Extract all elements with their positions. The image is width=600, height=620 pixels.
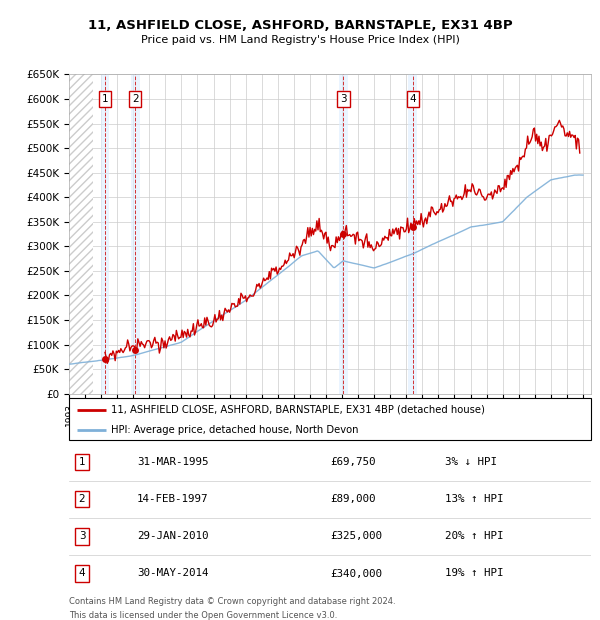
Text: 31-MAR-1995: 31-MAR-1995 [137,457,208,467]
Text: 30-MAY-2014: 30-MAY-2014 [137,569,208,578]
Bar [131,74,140,394]
Text: 2: 2 [132,94,139,104]
Text: HPI: Average price, detached house, North Devon: HPI: Average price, detached house, Nort… [111,425,358,435]
Text: 4: 4 [79,569,85,578]
Text: Price paid vs. HM Land Registry's House Price Index (HPI): Price paid vs. HM Land Registry's House … [140,35,460,45]
Text: Contains HM Land Registry data © Crown copyright and database right 2024.: Contains HM Land Registry data © Crown c… [69,597,395,606]
Text: £340,000: £340,000 [330,569,382,578]
Text: 1: 1 [101,94,108,104]
Text: 3: 3 [340,94,347,104]
Text: 3% ↓ HPI: 3% ↓ HPI [445,457,497,467]
Text: 29-JAN-2010: 29-JAN-2010 [137,531,208,541]
Bar [339,74,348,394]
Text: £69,750: £69,750 [330,457,376,467]
Bar [69,74,93,394]
Text: 13% ↑ HPI: 13% ↑ HPI [445,494,503,504]
Text: 19% ↑ HPI: 19% ↑ HPI [445,569,503,578]
Text: 1: 1 [79,457,85,467]
Text: 20% ↑ HPI: 20% ↑ HPI [445,531,503,541]
Text: 14-FEB-1997: 14-FEB-1997 [137,494,208,504]
Text: £325,000: £325,000 [330,531,382,541]
Text: 3: 3 [79,531,85,541]
Bar [101,74,109,394]
Text: 2: 2 [79,494,85,504]
Bar [409,74,417,394]
Text: This data is licensed under the Open Government Licence v3.0.: This data is licensed under the Open Gov… [69,611,337,620]
Text: 11, ASHFIELD CLOSE, ASHFORD, BARNSTAPLE, EX31 4BP: 11, ASHFIELD CLOSE, ASHFORD, BARNSTAPLE,… [88,19,512,32]
Text: 4: 4 [410,94,416,104]
Text: £89,000: £89,000 [330,494,376,504]
Text: 11, ASHFIELD CLOSE, ASHFORD, BARNSTAPLE, EX31 4BP (detached house): 11, ASHFIELD CLOSE, ASHFORD, BARNSTAPLE,… [111,405,485,415]
